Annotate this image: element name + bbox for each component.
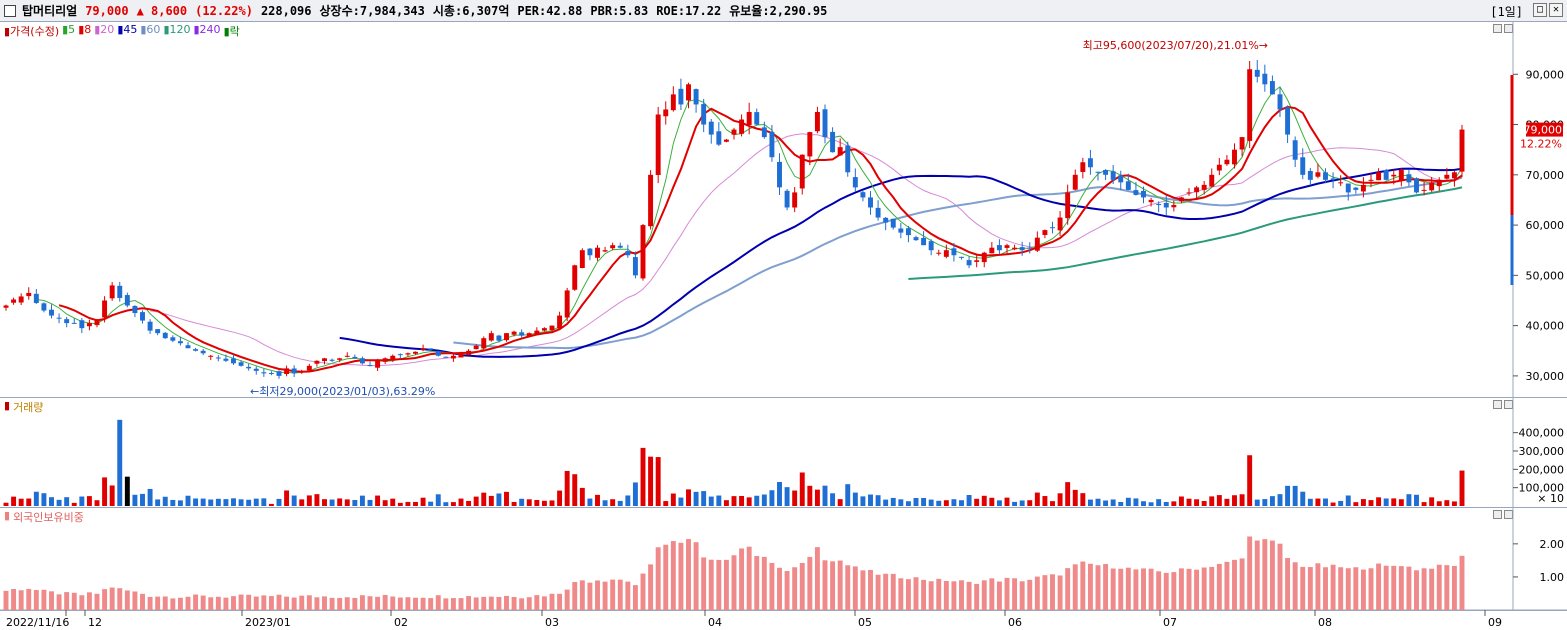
select-checkbox[interactable] [4,4,16,17]
volume-title: 거래량 [13,401,44,414]
listed-shares: 상장수:7,984,343 [319,4,425,18]
x-tick-label: 02 [394,616,408,629]
trade-volume: 228,096 [260,3,312,18]
volume-pane-minimize-icon[interactable] [1493,400,1502,409]
pane-close-icon[interactable] [1504,24,1513,33]
legend-item[interactable]: ▮8 [78,23,92,36]
price-pane[interactable]: ▮가격(수정) ▮5 ▮8 ▮20 ▮45 ▮60 ▮120 ▮240 ▮락 [0,22,1567,398]
pane-controls [1493,24,1513,33]
legend-item[interactable]: ▮락 [223,25,240,38]
x-tick-label: 03 [545,616,559,629]
x-tick-label: 2022/11/16 [6,616,69,629]
legend-item[interactable]: ▮240 [193,23,221,36]
reserve-ratio: 유보율:2,290.95 [729,4,828,18]
close-icon[interactable]: ✕ [1549,3,1563,17]
x-tick-label: 05 [858,616,872,629]
foreign-pane-close-icon[interactable] [1504,510,1513,519]
stock-info-bar: 탑머티리얼 79,000 ▲ 8,600 (12.22%) 228,096 상장… [0,0,1567,22]
volume-pane-controls [1493,400,1513,409]
market-cap: 시총:6,307억 [432,4,510,18]
x-tick-label: 08 [1318,616,1332,629]
volume-pane[interactable]: ▮ 거래량 [0,398,1567,508]
legend-item[interactable]: ▮120 [163,23,191,36]
legend-item[interactable]: ▮5 [62,23,76,36]
price-change-pct: (12.22%) [195,3,253,18]
x-tick-label: 06 [1008,616,1022,629]
legend-item[interactable]: ▮20 [94,23,115,36]
x-tick-label: 2023/01 [245,616,291,629]
period-selector[interactable]: [1일] [1490,5,1523,19]
volume-legend: ▮ 거래량 [4,399,44,414]
x-tick-label: 07 [1163,616,1177,629]
legend-item[interactable]: ▮가격(수정) [4,25,60,38]
roe-value: ROE:17.22 [656,3,722,18]
foreign-legend: ▮ 외국인보유비중 [4,509,84,524]
per-value: PER:42.88 [517,3,583,18]
pbr-value: PBR:5.83 [590,3,649,18]
foreign-pane-minimize-icon[interactable] [1493,510,1502,519]
current-price: 79,000 [85,3,129,18]
foreign-pane-controls [1493,510,1513,519]
volume-pane-close-icon[interactable] [1504,400,1513,409]
x-tick-label: 09 [1488,616,1502,629]
stock-name[interactable]: 탑머티리얼 [22,4,78,18]
foreign-pane[interactable]: ▮ 외국인보유비중 [0,508,1567,611]
price-change: ▲ 8,600 [136,3,188,18]
legend-item[interactable]: ▮45 [117,23,138,36]
restore-icon[interactable]: □ [1533,3,1547,17]
x-tick-label: 12 [88,616,102,629]
foreign-title: 외국인보유비중 [13,511,84,524]
pane-minimize-icon[interactable] [1493,24,1502,33]
x-tick-label: 04 [708,616,722,629]
legend-item[interactable]: ▮60 [140,23,161,36]
price-legend: ▮가격(수정) ▮5 ▮8 ▮20 ▮45 ▮60 ▮120 ▮240 ▮락 [4,23,243,39]
